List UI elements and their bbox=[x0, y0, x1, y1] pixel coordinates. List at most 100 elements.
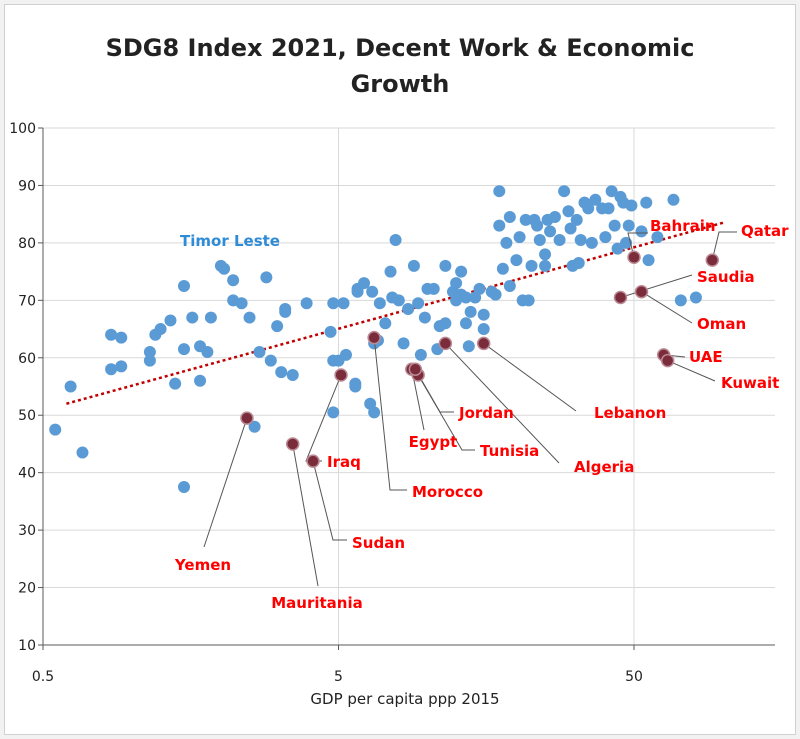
x-axis-label: GDP per capita ppp 2015 bbox=[310, 690, 499, 708]
data-point bbox=[496, 262, 509, 275]
y-tick-label: 20 bbox=[18, 581, 36, 597]
data-point bbox=[489, 288, 502, 301]
highlighted-point bbox=[634, 284, 649, 299]
data-point bbox=[503, 279, 516, 292]
data-point bbox=[635, 225, 648, 238]
leader-line bbox=[627, 232, 648, 258]
highlighted-point bbox=[476, 336, 491, 351]
data-point bbox=[402, 302, 415, 315]
data-point bbox=[275, 366, 288, 379]
axes bbox=[38, 127, 775, 650]
data-point bbox=[194, 374, 207, 387]
data-point bbox=[414, 348, 427, 361]
point-labels: Timor Leste Yemen Mauritania Sudan Iraq Moroc… bbox=[174, 217, 789, 612]
highlighted-point bbox=[705, 253, 720, 267]
leader-line bbox=[292, 443, 319, 587]
leader-line bbox=[305, 374, 342, 462]
data-point bbox=[462, 340, 475, 353]
y-tick-label: 100 bbox=[9, 121, 36, 137]
data-point bbox=[366, 285, 379, 298]
data-point bbox=[392, 294, 405, 307]
data-point bbox=[105, 328, 118, 341]
data-point bbox=[651, 231, 664, 244]
data-point bbox=[279, 305, 292, 318]
data-point bbox=[459, 291, 472, 304]
y-tick-label: 50 bbox=[18, 408, 36, 424]
point-label: Iraq bbox=[327, 453, 361, 471]
chart-frame bbox=[4, 4, 796, 735]
chart-title: SDG8 Index 2021, Decent Work & Economic … bbox=[0, 30, 800, 102]
leader-line bbox=[373, 337, 407, 491]
data-point bbox=[608, 219, 621, 232]
data-point bbox=[539, 248, 552, 261]
leader-line bbox=[414, 369, 454, 413]
highlighted-point bbox=[306, 454, 320, 468]
data-point bbox=[389, 234, 402, 247]
data-point bbox=[477, 308, 490, 321]
highlighted-point bbox=[367, 330, 381, 345]
chart-title-line1: SDG8 Index 2021, Decent Work & Economic bbox=[105, 34, 695, 62]
data-point bbox=[519, 213, 532, 226]
data-point bbox=[351, 285, 364, 298]
data-point bbox=[412, 297, 425, 310]
data-point bbox=[204, 311, 217, 324]
data-point bbox=[64, 380, 77, 393]
data-point bbox=[464, 305, 477, 318]
trendline-dotted bbox=[66, 221, 724, 405]
point-label: Bahrain bbox=[650, 217, 716, 235]
data-point bbox=[439, 317, 452, 330]
leader-line bbox=[203, 417, 248, 548]
highlighted-point bbox=[613, 290, 628, 305]
leader-lines bbox=[203, 231, 737, 587]
highlighted-point bbox=[627, 250, 641, 264]
point-label: Jordan bbox=[458, 404, 514, 422]
point-label: Kuwait bbox=[721, 374, 779, 392]
leader-line bbox=[620, 274, 693, 298]
data-point bbox=[533, 234, 546, 247]
data-point bbox=[271, 320, 284, 333]
data-point bbox=[585, 236, 598, 249]
data-point bbox=[689, 291, 702, 304]
data-point bbox=[418, 311, 431, 324]
data-point bbox=[513, 231, 526, 244]
data-point bbox=[327, 406, 340, 419]
highlighted-points bbox=[218, 250, 720, 468]
y-tick-label: 70 bbox=[18, 293, 36, 309]
data-point bbox=[450, 277, 463, 290]
data-point bbox=[76, 446, 89, 459]
point-label: Oman bbox=[697, 315, 746, 333]
data-point bbox=[227, 274, 240, 287]
highlighted-point bbox=[240, 411, 254, 425]
data-point bbox=[177, 343, 190, 356]
data-point bbox=[455, 265, 468, 278]
leader-line bbox=[312, 461, 347, 541]
data-point bbox=[477, 323, 490, 336]
point-label: Mauritania bbox=[271, 594, 363, 612]
data-point bbox=[574, 234, 587, 247]
trendline bbox=[66, 221, 724, 405]
data-point bbox=[510, 254, 523, 267]
leader-line bbox=[711, 231, 737, 261]
highlighted-point bbox=[408, 362, 423, 377]
data-point bbox=[539, 259, 552, 272]
data-point bbox=[143, 346, 156, 359]
leader-line bbox=[445, 343, 560, 464]
point-label: Qatar bbox=[741, 222, 789, 240]
data-point bbox=[427, 282, 440, 295]
leader-line bbox=[641, 291, 693, 324]
x-tick-label: 5 bbox=[334, 669, 343, 685]
data-point bbox=[154, 323, 167, 336]
data-point bbox=[625, 199, 638, 212]
data-point bbox=[164, 314, 177, 327]
data-point bbox=[300, 297, 313, 310]
highlighted-point bbox=[285, 437, 300, 451]
data-point bbox=[572, 256, 585, 269]
point-label: Lebanon bbox=[594, 404, 666, 422]
y-tick-label: 60 bbox=[18, 351, 36, 367]
data-point bbox=[599, 231, 612, 244]
highlighted-point bbox=[218, 262, 231, 275]
data-point bbox=[105, 363, 118, 376]
data-point bbox=[531, 219, 544, 232]
data-point bbox=[358, 277, 371, 290]
